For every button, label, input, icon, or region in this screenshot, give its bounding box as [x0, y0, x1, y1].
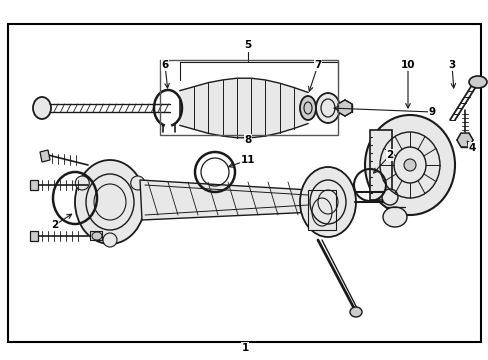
Bar — [369, 130, 391, 200]
Ellipse shape — [299, 167, 355, 237]
Bar — [307, 190, 335, 230]
Ellipse shape — [33, 97, 51, 119]
Ellipse shape — [299, 96, 315, 120]
Text: 3: 3 — [447, 60, 455, 70]
Text: 8: 8 — [244, 135, 251, 145]
Text: 5: 5 — [244, 40, 251, 50]
Text: 10: 10 — [400, 60, 414, 70]
Polygon shape — [30, 231, 38, 241]
Text: 7: 7 — [314, 60, 321, 70]
Polygon shape — [140, 180, 314, 220]
Text: 1: 1 — [241, 343, 248, 353]
Ellipse shape — [103, 233, 117, 247]
Ellipse shape — [468, 76, 486, 88]
Polygon shape — [30, 180, 38, 190]
Polygon shape — [40, 150, 50, 162]
Ellipse shape — [75, 160, 145, 244]
Text: 2: 2 — [386, 150, 393, 160]
Text: 6: 6 — [161, 60, 168, 70]
Text: 2: 2 — [51, 220, 59, 230]
Text: 11: 11 — [240, 155, 255, 165]
Ellipse shape — [403, 159, 415, 171]
Text: 4: 4 — [468, 143, 475, 153]
Polygon shape — [337, 100, 351, 116]
Ellipse shape — [315, 93, 339, 123]
Ellipse shape — [75, 176, 89, 190]
Polygon shape — [180, 78, 307, 138]
Ellipse shape — [364, 115, 454, 215]
Bar — [160, 60, 337, 135]
Ellipse shape — [349, 307, 361, 317]
Ellipse shape — [382, 207, 406, 227]
Bar — [8, 24, 480, 342]
Ellipse shape — [381, 189, 397, 205]
Polygon shape — [456, 133, 472, 147]
Ellipse shape — [130, 176, 144, 190]
Text: 9: 9 — [427, 107, 435, 117]
Bar — [90, 231, 102, 240]
